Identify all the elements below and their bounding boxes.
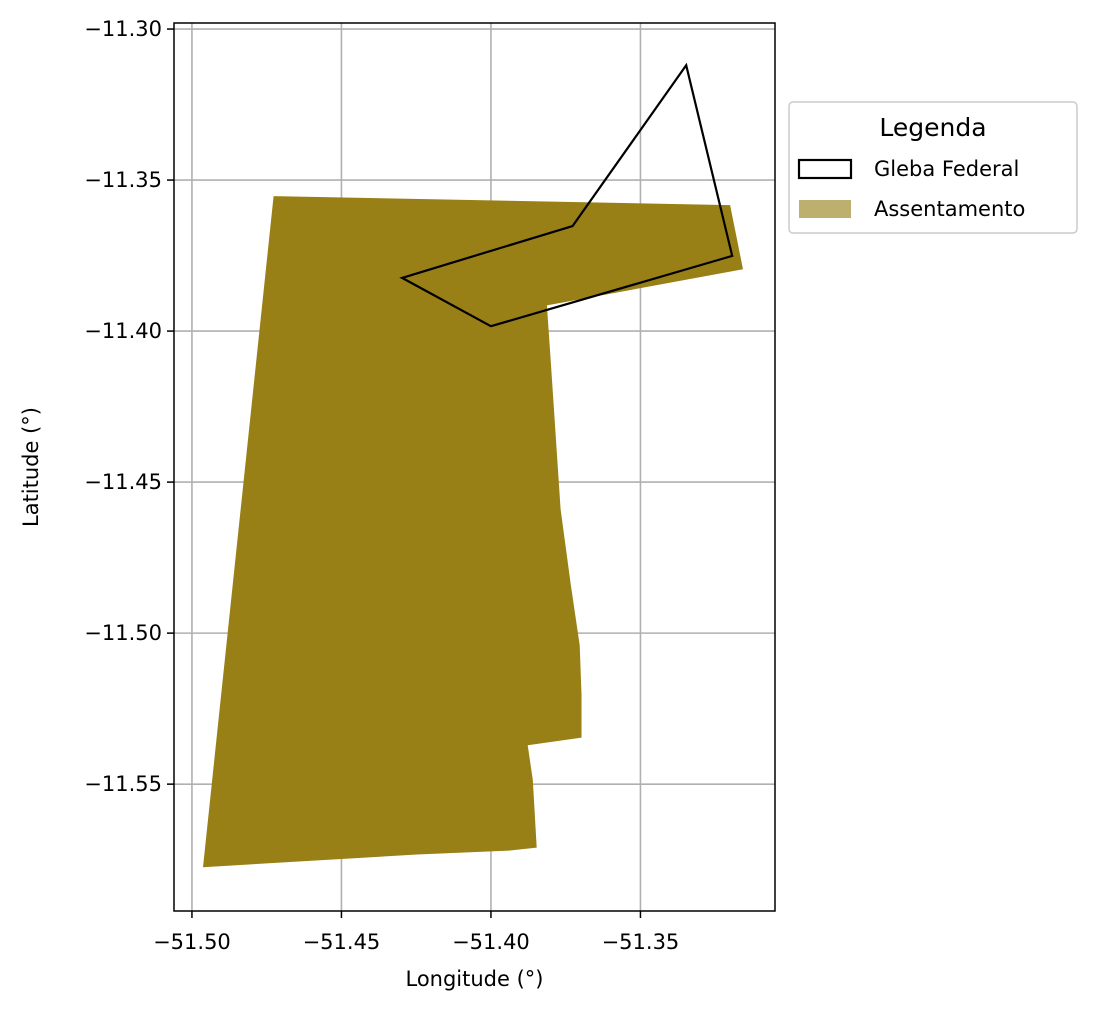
- x-tick-label-1: −51.45: [303, 930, 381, 954]
- y-tick-label-4: −11.50: [84, 621, 162, 645]
- x-tick-label-0: −51.50: [153, 930, 231, 954]
- legend-label-gleba-federal: Gleba Federal: [874, 157, 1019, 181]
- legend: Legenda Gleba Federal Assentamento: [789, 102, 1077, 233]
- y-tick-label-2: −11.40: [84, 319, 162, 343]
- legend-label-assentamento: Assentamento: [874, 197, 1025, 221]
- y-tick-label-0: −11.30: [84, 17, 162, 41]
- y-axis-title: Latitude (°): [19, 407, 43, 527]
- legend-swatch-assentamento: [799, 200, 851, 218]
- map-polygons: [203, 65, 743, 867]
- x-tick-label-2: −51.40: [452, 930, 530, 954]
- y-tick-label-3: −11.45: [84, 470, 162, 494]
- assentamento-polygon: [203, 196, 743, 867]
- x-axis-title: Longitude (°): [405, 967, 543, 991]
- x-tick-label-3: −51.35: [602, 930, 680, 954]
- y-tick-label-5: −11.55: [84, 772, 162, 796]
- y-tick-label-1: −11.35: [84, 168, 162, 192]
- legend-title: Legenda: [879, 113, 986, 142]
